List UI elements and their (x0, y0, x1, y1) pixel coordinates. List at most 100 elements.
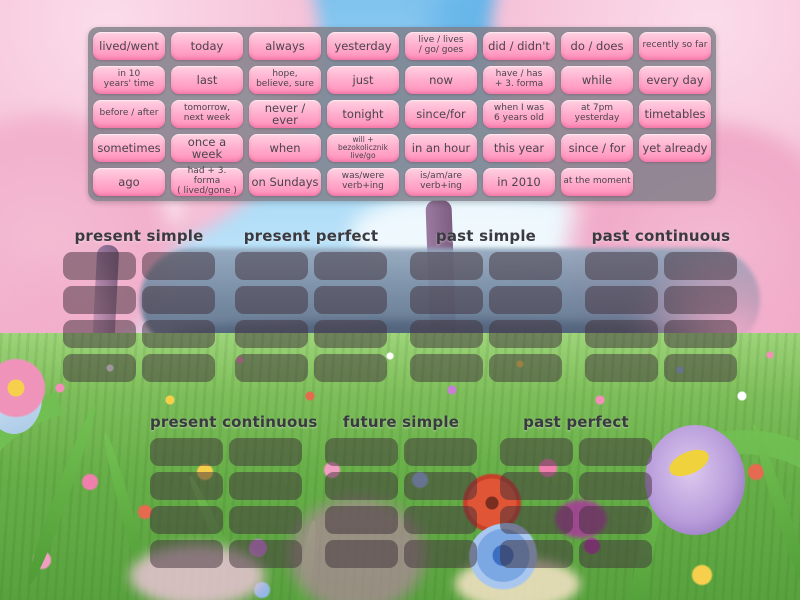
word-tile[interactable]: on Sundays (249, 168, 321, 196)
answer-slot[interactable] (585, 252, 658, 280)
word-tile[interactable]: timetables (639, 100, 711, 128)
word-tile[interactable]: lived/went (93, 32, 165, 60)
word-tile[interactable]: now (405, 66, 477, 94)
word-tile[interactable]: sometimes (93, 134, 165, 162)
group-present-simple: present simple (63, 226, 215, 382)
word-tile[interactable]: is/am/are verb+ing (405, 168, 477, 196)
answer-slot[interactable] (500, 506, 573, 534)
answer-slot[interactable] (489, 252, 562, 280)
answer-slot[interactable] (325, 540, 398, 568)
answer-slot[interactable] (664, 354, 737, 382)
word-tile[interactable]: live / lives / go/ goes (405, 32, 477, 60)
word-tile[interactable]: today (171, 32, 243, 60)
answer-slot[interactable] (664, 320, 737, 348)
word-tile[interactable]: hope, believe, sure (249, 66, 321, 94)
answer-slot[interactable] (150, 438, 223, 466)
answer-slot[interactable] (314, 320, 387, 348)
word-tile[interactable]: never / ever (249, 100, 321, 128)
word-tile[interactable]: every day (639, 66, 711, 94)
answer-slot[interactable] (325, 506, 398, 534)
answer-slot[interactable] (489, 354, 562, 382)
word-tile[interactable]: in an hour (405, 134, 477, 162)
word-tile[interactable]: while (561, 66, 633, 94)
answer-slot[interactable] (404, 540, 477, 568)
answer-slot[interactable] (63, 286, 136, 314)
word-tile[interactable]: did / didn't (483, 32, 555, 60)
word-tile[interactable]: was/were verb+ing (327, 168, 399, 196)
group-future-simple: future simple (325, 412, 477, 568)
word-tile[interactable]: when I was 6 years old (483, 100, 555, 128)
answer-slot[interactable] (235, 320, 308, 348)
word-tile[interactable]: tonight (327, 100, 399, 128)
answer-slot[interactable] (150, 472, 223, 500)
word-tile[interactable]: last (171, 66, 243, 94)
answer-slot[interactable] (500, 540, 573, 568)
answer-slot[interactable] (142, 320, 215, 348)
answer-slot[interactable] (500, 438, 573, 466)
answer-slot[interactable] (229, 438, 302, 466)
word-tile[interactable]: yet already (639, 134, 711, 162)
answer-slot[interactable] (579, 540, 652, 568)
answer-slot[interactable] (579, 438, 652, 466)
answer-slot[interactable] (150, 506, 223, 534)
word-tile[interactable]: at 7pm yesterday (561, 100, 633, 128)
answer-slot[interactable] (325, 472, 398, 500)
answer-slot[interactable] (63, 252, 136, 280)
answer-slot[interactable] (404, 506, 477, 534)
answer-slot[interactable] (404, 472, 477, 500)
word-tile[interactable]: since / for (561, 134, 633, 162)
word-tile[interactable]: since/for (405, 100, 477, 128)
word-tile[interactable]: ago (93, 168, 165, 196)
word-tile[interactable]: recently so far (639, 32, 711, 60)
answer-slot[interactable] (235, 354, 308, 382)
answer-slot[interactable] (314, 286, 387, 314)
word-tile[interactable]: will + bezokolicznik live/go (327, 134, 399, 162)
answer-slot[interactable] (325, 438, 398, 466)
word-tile[interactable]: at the moment (561, 168, 633, 196)
group-past-simple: past simple (410, 226, 562, 382)
answer-slot[interactable] (404, 438, 477, 466)
answer-slot[interactable] (410, 320, 483, 348)
lavender-flower (645, 425, 745, 535)
word-tile[interactable]: in 10 years' time (93, 66, 165, 94)
word-tile[interactable]: do / does (561, 32, 633, 60)
group-label: past perfect (523, 413, 629, 431)
answer-slot[interactable] (142, 286, 215, 314)
word-tile[interactable]: once a week (171, 134, 243, 162)
answer-slot[interactable] (229, 506, 302, 534)
answer-slot[interactable] (500, 472, 573, 500)
answer-slot[interactable] (489, 286, 562, 314)
word-tile[interactable]: before / after (93, 100, 165, 128)
answer-slot[interactable] (314, 252, 387, 280)
word-tile[interactable]: always (249, 32, 321, 60)
answer-slot[interactable] (235, 252, 308, 280)
answer-slot[interactable] (579, 506, 652, 534)
word-tile[interactable]: tomorrow, next week (171, 100, 243, 128)
answer-slot[interactable] (235, 286, 308, 314)
answer-slot[interactable] (585, 354, 658, 382)
answer-slot[interactable] (229, 540, 302, 568)
word-tile[interactable]: just (327, 66, 399, 94)
word-tile[interactable]: have / has + 3. forma (483, 66, 555, 94)
word-tile[interactable]: had + 3. forma ( lived/gone ) (171, 167, 243, 196)
word-tile[interactable]: this year (483, 134, 555, 162)
answer-slot[interactable] (142, 354, 215, 382)
answer-slot[interactable] (585, 286, 658, 314)
answer-slot[interactable] (150, 540, 223, 568)
word-tile[interactable]: when (249, 134, 321, 162)
answer-slot[interactable] (142, 252, 215, 280)
answer-slot[interactable] (664, 286, 737, 314)
answer-slot[interactable] (410, 286, 483, 314)
word-tile[interactable]: yesterday (327, 32, 399, 60)
answer-slot[interactable] (314, 354, 387, 382)
answer-slot[interactable] (63, 320, 136, 348)
answer-slot[interactable] (489, 320, 562, 348)
answer-slot[interactable] (229, 472, 302, 500)
answer-slot[interactable] (664, 252, 737, 280)
answer-slot[interactable] (63, 354, 136, 382)
word-tile[interactable]: in 2010 (483, 168, 555, 196)
answer-slot[interactable] (585, 320, 658, 348)
answer-slot[interactable] (410, 252, 483, 280)
answer-slot[interactable] (410, 354, 483, 382)
answer-slot[interactable] (579, 472, 652, 500)
